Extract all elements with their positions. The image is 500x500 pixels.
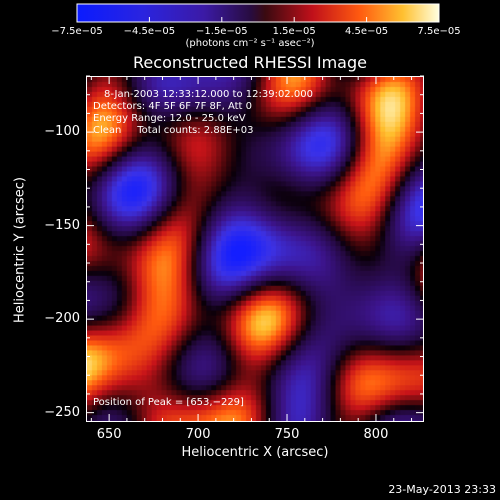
plot-area	[86, 76, 424, 422]
y-tick-label: −250	[44, 404, 80, 420]
x-axis-label: Heliocentric X (arcsec)	[181, 445, 329, 460]
y-tick-label: −150	[44, 217, 80, 233]
heatmap-image	[87, 77, 423, 421]
detectors-label: Detectors: 4F 5F 6F 7F 8F, Att 0	[93, 101, 253, 112]
colorbar-tick-label: −4.5e−05	[123, 26, 176, 37]
colorbar-tick-label: −1.5e−05	[196, 26, 248, 37]
y-tick-label: −200	[44, 311, 80, 327]
x-tick-label: 700	[185, 427, 211, 442]
time-range-label: 8-Jan-2003 12:33:12.000 to 12:39:02.000	[104, 89, 313, 100]
y-axis-label: Heliocentric Y (arcsec)	[12, 177, 28, 323]
x-tick-label: 650	[96, 427, 122, 442]
clean-counts-label: Clean Total counts: 2.88E+03	[93, 125, 254, 136]
colorbar-tick-label: 7.5e−05	[417, 26, 461, 37]
x-tick-label: 750	[274, 427, 300, 442]
colorbar-tick-label: 4.5e−05	[345, 26, 389, 37]
colorbar	[76, 3, 440, 23]
colorbar-tick-label: 1.5e−05	[272, 26, 316, 37]
peak-position-label: Position of Peak = [653,−229]	[93, 397, 244, 408]
x-tick-label: 800	[363, 427, 389, 442]
colorbar-units: (photons cm⁻² s⁻¹ asec⁻²)	[185, 38, 315, 49]
footer-date: 23-May-2013 23:33	[388, 483, 496, 496]
chart-title: Reconstructed RHESSI Image	[133, 53, 367, 72]
y-tick-label: −100	[44, 124, 80, 140]
energy-range-label: Energy Range: 12.0 - 25.0 keV	[93, 113, 246, 124]
colorbar-tick-labels: −7.5e−05 −4.5e−05 −1.5e−05 1.5e−05 4.5e−05 7.…	[51, 26, 460, 40]
colorbar-tick-label: −7.5e−05	[51, 26, 103, 37]
